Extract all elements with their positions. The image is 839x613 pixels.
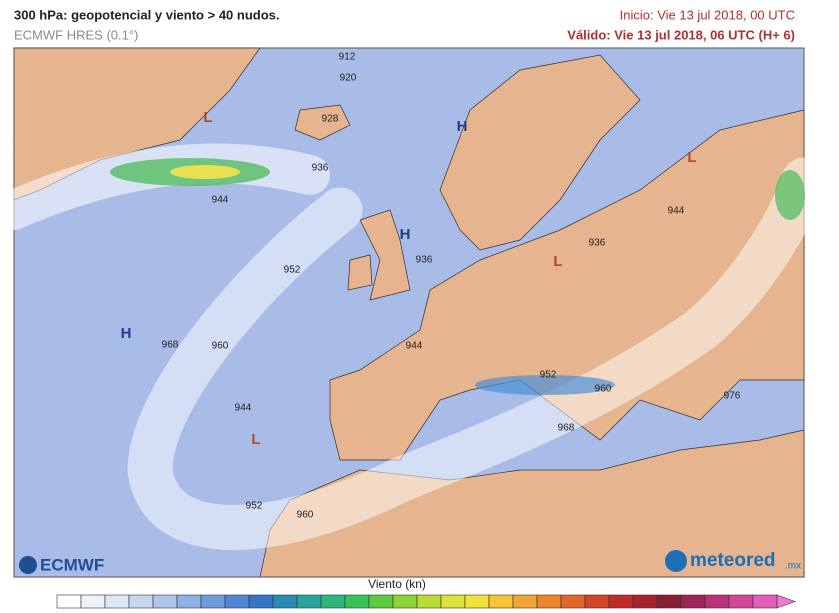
scale-cell: [680, 594, 706, 609]
contour-label: 952: [540, 370, 557, 381]
scale-cell: [344, 594, 370, 609]
contour-label: 976: [724, 391, 741, 402]
contour-label: 920: [340, 73, 357, 84]
contour-label: 928: [322, 114, 339, 125]
jet-core: [775, 170, 805, 220]
color-scale: [56, 594, 796, 609]
jet-core: [475, 375, 615, 395]
logo-suffix: .mx: [785, 561, 801, 572]
scale-cell: [464, 594, 490, 609]
valid-time: Válido: Vie 13 jul 2018, 06 UTC (H+ 6): [567, 27, 795, 42]
ecmwf-logo: ECMWF: [19, 555, 104, 574]
scale-cell: [56, 594, 82, 609]
scale-cell: [128, 594, 154, 609]
contour-label: 936: [416, 255, 433, 266]
britain: [359, 209, 411, 301]
pressure-center: H: [121, 325, 132, 342]
scale-cell: [512, 594, 538, 609]
pressure-center: H: [457, 118, 468, 135]
scale-cell: [608, 594, 634, 609]
scale-cell: [392, 594, 418, 609]
scale-cell: [416, 594, 442, 609]
jet-south: [127, 157, 827, 550]
contour-label: 944: [212, 195, 229, 206]
map: 912 920 928 936 944 952 936 968 960 944 944 952 960 9…: [0, 47, 827, 578]
scale-arrow: [776, 594, 796, 609]
scale-cell: [272, 594, 298, 609]
scale-cell: [488, 594, 514, 609]
scale-cell: [656, 594, 682, 609]
scale-cell: [560, 594, 586, 609]
meteored-logo: meteored .mx: [665, 550, 801, 572]
logo-text: meteored: [690, 550, 776, 571]
logo-icon: [665, 550, 687, 572]
scale-cell: [104, 594, 130, 609]
contour-label: 960: [595, 384, 612, 395]
scale-cell: [200, 594, 226, 609]
scale-cell: [584, 594, 610, 609]
model: ECMWF HRES (0.1°): [14, 27, 138, 42]
logo-text: ECMWF: [40, 555, 104, 574]
pressure-center: L: [687, 149, 696, 166]
scale-cell: [176, 594, 202, 609]
europe: [329, 109, 805, 461]
scale-cell: [728, 594, 754, 609]
pressure-center: H: [400, 226, 411, 243]
scale-cell: [320, 594, 346, 609]
iceland: [294, 104, 351, 141]
scale-cell: [752, 594, 778, 609]
contour-label: 960: [297, 510, 314, 521]
map-labels: 912 920 928 936 944 952 936 968 960 944 944 952 960 9…: [121, 52, 741, 521]
legend-title: Viento (kn): [368, 577, 426, 591]
contour-label: 952: [246, 501, 263, 512]
scale-cell: [296, 594, 322, 609]
contour-label: 944: [668, 206, 685, 217]
pressure-center: L: [203, 109, 212, 126]
contour-label: 968: [558, 423, 575, 434]
jet-max: [170, 165, 240, 179]
scale-cell: [248, 594, 274, 609]
contour-label: 944: [235, 403, 252, 414]
pressure-center: L: [251, 431, 260, 448]
ireland: [347, 254, 373, 291]
scandinavia: [439, 54, 641, 251]
contour-label: 936: [589, 238, 606, 249]
title: 300 hPa: geopotencial y viento > 40 nudo…: [14, 7, 280, 22]
contour-label: 936: [312, 163, 329, 174]
scale-cell: [440, 594, 466, 609]
scale-cell: [224, 594, 250, 609]
jet-stream: [0, 143, 827, 550]
contour-label: 952: [284, 265, 301, 276]
logo-icon: [19, 556, 37, 574]
scale-cell: [152, 594, 178, 609]
contour-label: 912: [339, 52, 356, 63]
scale-cell: [536, 594, 562, 609]
scale-cell: [704, 594, 730, 609]
contour-label: 960: [212, 341, 229, 352]
contour-label: 968: [162, 340, 179, 351]
scale-cell: [368, 594, 394, 609]
land: [13, 47, 805, 578]
scale-cell: [80, 594, 106, 609]
scale-cell: [632, 594, 658, 609]
init-time: Inicio: Vie 13 jul 2018, 00 UTC: [620, 7, 795, 22]
pressure-center: L: [553, 253, 562, 270]
contour-label: 944: [406, 341, 423, 352]
